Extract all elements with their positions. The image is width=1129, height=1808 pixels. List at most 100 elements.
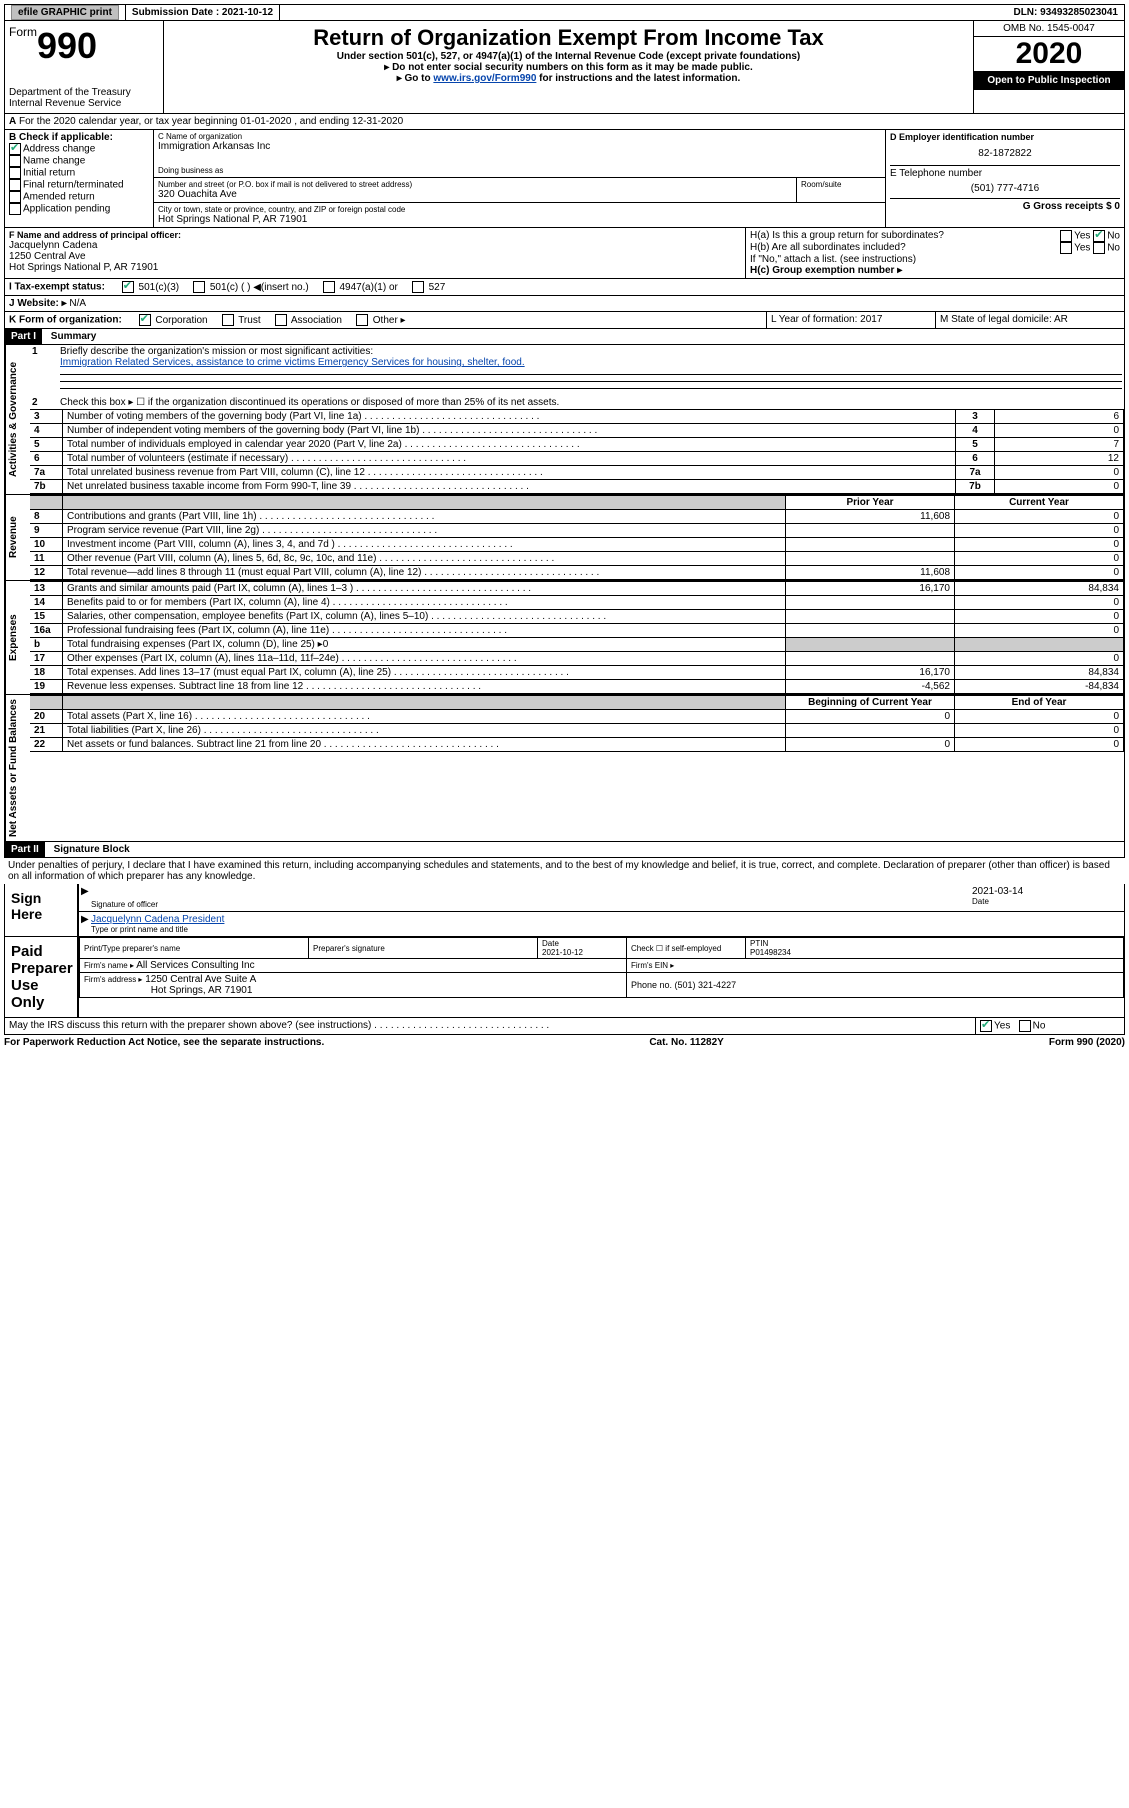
sign-here-label: Sign Here	[5, 884, 79, 936]
b-checkbox-1[interactable]: Name change	[9, 155, 149, 167]
footer: For Paperwork Reduction Act Notice, see …	[4, 1035, 1125, 1050]
subtitle-3: ▸ Go to www.irs.gov/Form990 for instruct…	[168, 73, 969, 84]
submission-date: Submission Date : 2021-10-12	[126, 5, 280, 20]
dba-label: Doing business as	[158, 166, 881, 175]
rev-row-8: 8 Contributions and grants (Part VIII, l…	[30, 510, 1124, 524]
b-checkbox-4[interactable]: Amended return	[9, 191, 149, 203]
paid-preparer-block: Paid Preparer Use Only Print/Type prepar…	[4, 937, 1125, 1018]
line-2: Check this box ▸ ☐ if the organization d…	[58, 396, 1124, 409]
b-checkbox-0[interactable]: Address change	[9, 143, 149, 155]
mission-text[interactable]: Immigration Related Services, assistance…	[60, 357, 525, 368]
part2-title: Signature Block	[48, 842, 136, 857]
exp-row-14: 14 Benefits paid to or for members (Part…	[30, 596, 1124, 610]
org-form-opt-2[interactable]: Association	[275, 315, 342, 326]
tax-status-opt-2[interactable]: 4947(a)(1) or	[323, 282, 398, 293]
mission-label: Briefly describe the organization's miss…	[60, 346, 373, 357]
ptin: P01498234	[750, 948, 791, 957]
firm-addr1: 1250 Central Ave Suite A	[145, 974, 256, 985]
addr-label: Number and street (or P.O. box if mail i…	[158, 180, 792, 189]
website-row: J Website: ▸ N/A	[4, 296, 1125, 312]
form-word: Form	[9, 25, 37, 39]
klm-row: K Form of organization: Corporation Trus…	[4, 312, 1125, 329]
officer-block: F Name and address of principal officer:…	[4, 228, 1125, 279]
part2-bar: Part II	[5, 842, 45, 857]
rev-label: Revenue	[5, 495, 30, 580]
b-label: B Check if applicable:	[9, 132, 149, 143]
net-row-20: 20 Total assets (Part X, line 16) 0 0	[30, 710, 1124, 724]
h4: Check ☐ if self-employed	[627, 938, 746, 959]
tax-status-opt-0[interactable]: 501(c)(3)	[122, 282, 179, 293]
org-form-opt-3[interactable]: Other ▸	[356, 315, 406, 326]
discuss-yes[interactable]	[980, 1020, 992, 1032]
ha-yes[interactable]	[1060, 230, 1072, 242]
gov-row-7a: 7a Total unrelated business revenue from…	[30, 466, 1124, 480]
dept-treasury: Department of the Treasury	[9, 87, 159, 98]
officer-sig-name[interactable]: Jacquelynn Cadena President	[91, 914, 224, 925]
sign-block: Sign Here ▶ Signature of officer 2021-03…	[4, 884, 1125, 937]
dept-irs: Internal Revenue Service	[9, 98, 159, 109]
ha-label: H(a) Is this a group return for subordin…	[750, 230, 944, 242]
ein: 82-1872822	[890, 142, 1120, 165]
exp-row-17: 17 Other expenses (Part IX, column (A), …	[30, 652, 1124, 666]
gov-row-6: 6 Total number of volunteers (estimate i…	[30, 452, 1124, 466]
city-state-zip: Hot Springs National P, AR 71901	[158, 214, 881, 225]
form-header: Form990 Department of the Treasury Inter…	[4, 21, 1125, 114]
part1-bar: Part I	[5, 329, 42, 344]
exp-row-b: b Total fundraising expenses (Part IX, c…	[30, 638, 1124, 652]
net-row-21: 21 Total liabilities (Part X, line 26) 0	[30, 724, 1124, 738]
phone: (501) 777-4716	[890, 179, 1120, 198]
efile-label: efile GRAPHIC print	[5, 5, 126, 20]
rev-row-12: 12 Total revenue—add lines 8 through 11 …	[30, 566, 1124, 580]
net-label: Net Assets or Fund Balances	[5, 695, 30, 841]
exp-row-13: 13 Grants and similar amounts paid (Part…	[30, 582, 1124, 596]
tax-status-opt-1[interactable]: 501(c) ( ) ◀(insert no.)	[193, 282, 309, 293]
print-button[interactable]: efile GRAPHIC print	[11, 5, 119, 20]
rev-row-11: 11 Other revenue (Part VIII, column (A),…	[30, 552, 1124, 566]
form990-link[interactable]: www.irs.gov/Form990	[433, 73, 536, 84]
gov-row-5: 5 Total number of individuals employed i…	[30, 438, 1124, 452]
prep-date: 2021-10-12	[542, 948, 583, 957]
room-label: Room/suite	[797, 178, 885, 202]
m-state: M State of legal domicile: AR	[936, 312, 1124, 328]
declaration: Under penalties of perjury, I declare th…	[4, 858, 1125, 884]
ein-label: Firm's EIN ▸	[627, 959, 1124, 973]
d-label: D Employer identification number	[890, 132, 1120, 142]
inspection-box: Open to Public Inspection	[974, 71, 1124, 90]
hb-no[interactable]	[1093, 242, 1105, 254]
org-form-opt-1[interactable]: Trust	[222, 315, 261, 326]
hb-yes[interactable]	[1060, 242, 1072, 254]
f-label: F Name and address of principal officer:	[9, 230, 741, 240]
h-note: If "No," attach a list. (see instruction…	[750, 254, 1120, 265]
discuss-row: May the IRS discuss this return with the…	[4, 1018, 1125, 1035]
paperwork-notice: For Paperwork Reduction Act Notice, see …	[4, 1037, 324, 1048]
gov-table: 3 Number of voting members of the govern…	[30, 409, 1124, 494]
org-form-opt-0[interactable]: Corporation	[139, 315, 208, 326]
omb-number: OMB No. 1545-0047	[974, 21, 1124, 37]
form-title: Return of Organization Exempt From Incom…	[168, 25, 969, 51]
rev-row-10: 10 Investment income (Part VIII, column …	[30, 538, 1124, 552]
topbar: efile GRAPHIC print Submission Date : 20…	[4, 4, 1125, 21]
net-row-22: 22 Net assets or fund balances. Subtract…	[30, 738, 1124, 752]
rev-row-9: 9 Program service revenue (Part VIII, li…	[30, 524, 1124, 538]
firm-addr2: Hot Springs, AR 71901	[151, 985, 253, 996]
org-name: Immigration Arkansas Inc	[158, 141, 881, 152]
gov-row-3: 3 Number of voting members of the govern…	[30, 410, 1124, 424]
gov-row-4: 4 Number of independent voting members o…	[30, 424, 1124, 438]
c-name-label: C Name of organization	[158, 132, 881, 141]
b-checkbox-5[interactable]: Application pending	[9, 203, 149, 215]
city-label: City or town, state or province, country…	[158, 205, 881, 214]
tax-status-opt-3[interactable]: 527	[412, 282, 445, 293]
form-ref: Form 990 (2020)	[1049, 1037, 1125, 1048]
discuss-text: May the IRS discuss this return with the…	[9, 1020, 371, 1031]
exp-section: Expenses13 Grants and similar amounts pa…	[4, 581, 1125, 695]
exp-row-16a: 16a Professional fundraising fees (Part …	[30, 624, 1124, 638]
discuss-no[interactable]	[1019, 1020, 1031, 1032]
paid-label: Paid Preparer Use Only	[5, 937, 79, 1017]
street-address: 320 Ouachita Ave	[158, 189, 792, 200]
subtitle-2: ▸ Do not enter social security numbers o…	[168, 62, 969, 73]
b-checkbox-2[interactable]: Initial return	[9, 167, 149, 179]
ha-no[interactable]	[1093, 230, 1105, 242]
i-label: I Tax-exempt status:	[9, 282, 105, 293]
h1: Print/Type preparer's name	[80, 938, 309, 959]
b-checkbox-3[interactable]: Final return/terminated	[9, 179, 149, 191]
